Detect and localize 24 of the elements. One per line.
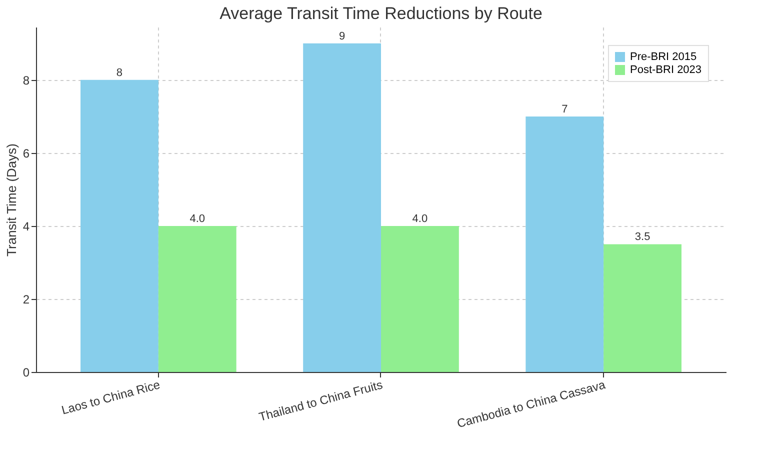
data-label: 4.0 xyxy=(190,212,206,225)
y-tick-label: 4 xyxy=(22,219,30,234)
y-tick-label: 0 xyxy=(22,366,30,380)
bar xyxy=(526,116,604,372)
y-tick-label: 2 xyxy=(22,292,30,306)
data-label: 8 xyxy=(116,66,123,79)
legend-label: Pre-BRI 2015 xyxy=(630,51,697,63)
x-tick-label: Cambodia to China Cassava xyxy=(456,377,607,431)
bar xyxy=(381,226,459,372)
x-tick-label: Laos to China Rice xyxy=(60,377,162,418)
chart-title: Average Transit Time Reductions by Route xyxy=(220,4,542,23)
y-axis-title: Transit Time (Days) xyxy=(4,144,19,256)
bar xyxy=(80,80,158,372)
bar xyxy=(158,226,236,372)
y-tick-label: 6 xyxy=(22,146,30,160)
y-tick-label: 8 xyxy=(22,73,30,88)
bar xyxy=(303,43,381,372)
data-label: 9 xyxy=(338,30,346,42)
data-label: 7 xyxy=(562,103,568,116)
x-tick-label: Thailand to China Fruits xyxy=(257,378,384,424)
bar xyxy=(604,244,682,372)
data-label: 4.0 xyxy=(412,212,428,225)
data-label: 3.5 xyxy=(634,231,650,244)
legend-label: Post-BRI 2023 xyxy=(630,64,702,76)
